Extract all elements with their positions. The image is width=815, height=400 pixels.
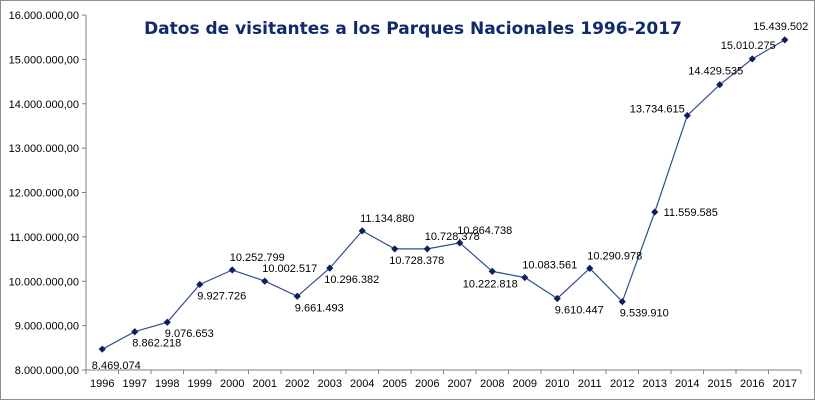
data-label: 15.439.502 — [753, 21, 808, 33]
x-tick-label: 1996 — [90, 378, 114, 390]
x-tick-label: 2011 — [578, 378, 602, 390]
data-label: 13.734.615 — [630, 104, 685, 116]
x-tick-label: 2009 — [513, 378, 537, 390]
x-tick-label: 1997 — [123, 378, 147, 390]
data-point-marker — [553, 294, 561, 303]
data-label: 10.864.738 — [457, 225, 512, 237]
data-label: 9.076.653 — [165, 328, 214, 340]
data-point-marker — [456, 239, 464, 247]
data-point-marker — [228, 266, 236, 274]
y-tick-label: 10.000.000,00 — [9, 276, 79, 288]
y-tick-label: 16.000.000,00 — [9, 10, 79, 22]
data-label: 10.083.561 — [522, 260, 577, 272]
data-label: 9.610.447 — [555, 305, 604, 317]
data-label: 8.862.218 — [132, 338, 181, 350]
y-tick-label: 13.000.000,00 — [9, 143, 79, 155]
x-tick-label: 2015 — [708, 378, 732, 390]
x-tick-label: 2000 — [220, 378, 244, 390]
data-point-marker — [488, 267, 496, 275]
data-label: 11.559.585 — [664, 207, 718, 219]
x-tick-label: 2002 — [285, 378, 309, 390]
x-tick-label: 1999 — [188, 378, 212, 390]
data-point-marker — [391, 245, 399, 253]
series-line — [102, 39, 786, 350]
data-point-marker — [683, 111, 691, 120]
data-label: 14.429.535 — [688, 66, 743, 78]
data-point-marker — [131, 328, 139, 336]
data-label: 10.728.378 — [425, 231, 480, 243]
data-point-marker — [618, 298, 626, 306]
data-point-marker — [98, 345, 106, 353]
data-point-marker — [716, 81, 724, 89]
data-label: 10.296.382 — [324, 274, 379, 286]
data-label: 10.252.799 — [230, 252, 285, 264]
x-tick-label: 2005 — [383, 378, 407, 390]
series-group — [98, 36, 789, 353]
x-tick-label: 2007 — [448, 378, 472, 390]
data-point-marker — [781, 36, 789, 44]
data-label: 9.661.493 — [295, 302, 344, 314]
data-label: 15.010.275 — [721, 40, 776, 52]
y-tick-label: 12.000.000,00 — [9, 188, 79, 200]
x-tick-label: 1998 — [155, 378, 179, 390]
data-label: 9.539.910 — [620, 308, 669, 320]
y-tick-label: 11.000.000,00 — [9, 232, 79, 244]
data-point-marker — [586, 264, 594, 272]
data-label: 11.134.880 — [360, 213, 414, 225]
x-tick-label: 2003 — [318, 378, 342, 390]
data-point-marker — [326, 264, 334, 272]
x-axis-ticks: 1996 1997 1998 1999 2000 2001 2002 2003 2004 2005… — [85, 370, 802, 390]
data-label: 10.222.818 — [463, 278, 518, 290]
y-tick-label: 9.000.000,00 — [15, 321, 79, 333]
y-axis-ticks: 8.000.000,00 9.000.000,00 10.000.000,00 11.… — [9, 10, 86, 377]
data-point-marker — [423, 245, 431, 253]
x-tick-label: 2010 — [545, 378, 569, 390]
data-label: 10.728.378 — [389, 255, 444, 267]
data-point-marker — [293, 292, 301, 300]
y-tick-label: 14.000.000,00 — [9, 99, 79, 111]
data-label: 10.290.978 — [587, 250, 642, 262]
chart-title: Datos de visitantes a los Parques Nacion… — [144, 19, 682, 39]
data-point-marker — [748, 55, 756, 63]
data-label: 9.927.726 — [197, 290, 246, 302]
data-point-marker — [196, 280, 204, 289]
x-tick-label: 2008 — [480, 378, 504, 390]
x-tick-label: 2001 — [253, 378, 277, 390]
x-tick-label: 2013 — [643, 378, 667, 390]
x-tick-label: 2012 — [610, 378, 634, 390]
data-point-marker — [521, 273, 529, 282]
x-tick-label: 2006 — [415, 378, 439, 390]
data-label: 10.002.517 — [262, 263, 317, 275]
data-point-marker — [358, 227, 366, 235]
y-tick-label: 8.000.000,00 — [15, 365, 79, 377]
data-point-marker — [261, 277, 269, 285]
data-label: 8.469.074 — [92, 360, 141, 372]
x-tick-label: 2004 — [350, 378, 374, 390]
data-point-marker — [163, 318, 171, 326]
x-tick-label: 2016 — [740, 378, 764, 390]
data-point-marker — [651, 208, 659, 216]
x-tick-label: 2017 — [773, 378, 797, 390]
y-tick-label: 15.000.000,00 — [9, 54, 79, 66]
x-tick-label: 2014 — [675, 378, 699, 390]
